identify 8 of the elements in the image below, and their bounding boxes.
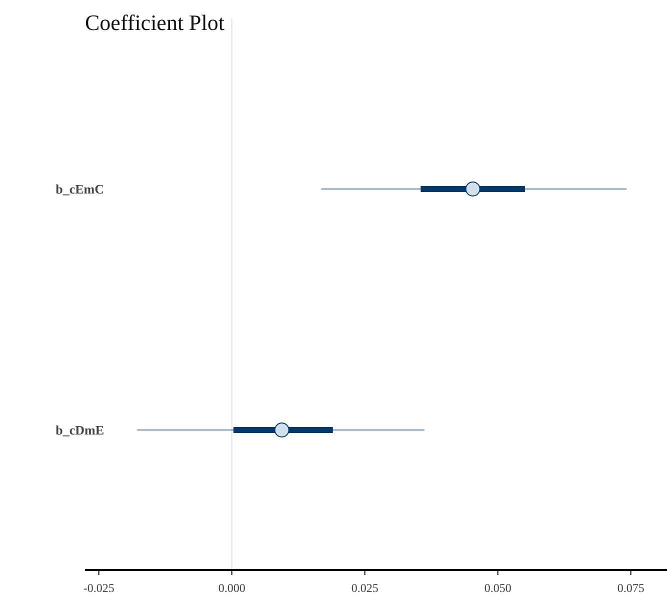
y-tick-label: b_cDmE	[56, 422, 104, 438]
x-tick-label: 0.025	[351, 581, 378, 595]
y-tick-label: b_cEmC	[56, 182, 104, 197]
x-tick-label: 0.050	[484, 581, 512, 595]
x-tick-label: 0.075	[617, 581, 644, 595]
x-tick-label: -0.025	[83, 581, 114, 595]
chart-title: Coefficient Plot	[85, 10, 225, 35]
x-tick-label: 0.000	[218, 581, 246, 595]
